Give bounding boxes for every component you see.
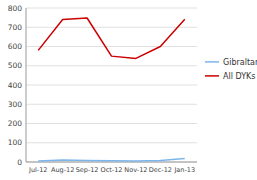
grid-line <box>26 8 197 9</box>
x-axis <box>26 162 197 163</box>
grid-line <box>26 85 197 86</box>
y-tick-label: 200 <box>8 119 23 128</box>
y-tick-label: 100 <box>8 138 23 147</box>
x-tick-label: Sep-12 <box>76 166 99 174</box>
grid-line <box>26 162 197 163</box>
series-line <box>38 18 185 58</box>
grid-line <box>26 104 197 105</box>
legend-swatch <box>205 61 219 63</box>
y-axis <box>26 8 27 162</box>
series-line <box>38 159 185 162</box>
y-tick-label: 0 <box>17 158 22 167</box>
y-tick-label: 400 <box>8 81 23 90</box>
x-tick-label: Dec-12 <box>149 166 172 174</box>
y-tick-label: 700 <box>8 23 23 32</box>
grid-line <box>26 65 197 66</box>
legend-swatch <box>205 75 219 77</box>
plot-area <box>38 18 185 161</box>
legend-label: All DYKs <box>223 72 255 81</box>
grid-line <box>26 46 197 47</box>
y-tick-label: 300 <box>8 100 23 109</box>
grid-line <box>26 142 197 143</box>
y-tick-label: 800 <box>8 4 23 13</box>
x-tick-label: Jul-12 <box>28 166 47 174</box>
y-tick-label: 500 <box>8 61 23 70</box>
legend-label: Gibraltar <box>223 58 257 67</box>
x-tick-label: Jan-13 <box>173 166 195 174</box>
x-tick-label: Nov-12 <box>124 166 147 174</box>
chart: 0 100 200 300 400 500 600 700 800 Jul-12 Aug-12Sep… <box>0 0 257 180</box>
grid-line <box>26 123 197 124</box>
y-tick-label: 600 <box>8 42 23 51</box>
grid-line <box>26 27 197 28</box>
x-tick-label: Oct-12 <box>101 166 123 174</box>
x-tick-label: Aug-12 <box>51 166 74 174</box>
chart-svg: 0 100 200 300 400 500 600 700 800 Jul-12 Aug-12Sep… <box>0 0 257 180</box>
